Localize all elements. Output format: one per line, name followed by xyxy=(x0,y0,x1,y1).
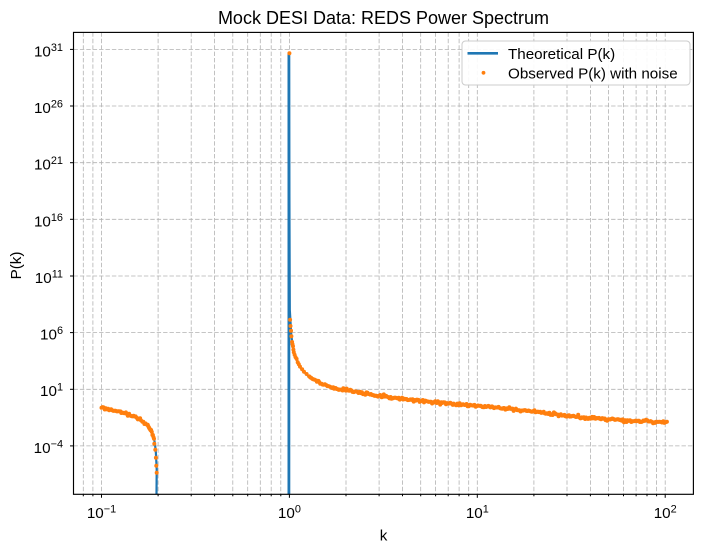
svg-text:k: k xyxy=(380,528,388,545)
svg-text:Theoretical P(k): Theoretical P(k) xyxy=(508,46,615,63)
svg-text:1016: 1016 xyxy=(34,212,63,231)
svg-text:P(k): P(k) xyxy=(8,252,25,280)
svg-text:Observed P(k) with noise: Observed P(k) with noise xyxy=(508,66,678,83)
svg-text:Mock DESI Data: REDS Power Spe: Mock DESI Data: REDS Power Spectrum xyxy=(218,8,549,28)
